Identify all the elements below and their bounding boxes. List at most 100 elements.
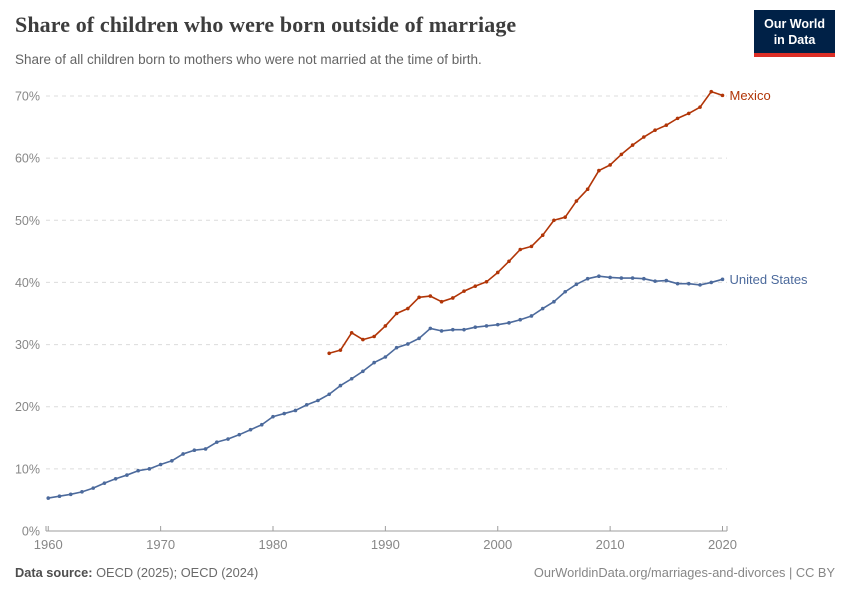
owid-logo[interactable]: Our World in Data bbox=[754, 10, 835, 57]
point-united-states bbox=[574, 282, 579, 287]
point-united-states bbox=[57, 494, 62, 499]
point-mexico bbox=[439, 299, 444, 304]
point-united-states bbox=[136, 468, 140, 473]
page-title: Share of children who were born outside … bbox=[15, 12, 517, 37]
data-source: Data source: OECD (2025); OECD (2024) bbox=[15, 565, 258, 580]
point-united-states bbox=[80, 490, 84, 494]
point-united-states bbox=[563, 289, 567, 294]
point-mexico bbox=[585, 187, 590, 192]
point-mexico bbox=[484, 280, 489, 284]
series-label-united-states: United States bbox=[730, 272, 809, 287]
point-united-states bbox=[417, 336, 421, 341]
chart-footer: Data source: OECD (2025); OECD (2024) Ou… bbox=[15, 565, 835, 580]
point-mexico bbox=[394, 311, 399, 316]
point-united-states bbox=[203, 447, 208, 451]
point-united-states bbox=[170, 458, 174, 463]
point-mexico bbox=[720, 93, 725, 98]
point-united-states bbox=[585, 276, 590, 281]
chart-subtitle: Share of all children born to mothers wh… bbox=[15, 52, 482, 67]
point-mexico bbox=[574, 199, 579, 203]
point-mexico bbox=[462, 289, 466, 293]
point-united-states bbox=[158, 462, 163, 467]
point-united-states bbox=[495, 322, 500, 327]
point-mexico bbox=[383, 324, 388, 328]
data-source-value: OECD (2025); OECD (2024) bbox=[92, 565, 259, 580]
point-united-states bbox=[125, 473, 129, 477]
y-axis-tick-label: 60% bbox=[15, 152, 40, 166]
y-axis-tick-label: 10% bbox=[15, 462, 40, 476]
point-united-states bbox=[451, 327, 455, 332]
point-mexico bbox=[619, 152, 624, 157]
point-united-states bbox=[653, 279, 657, 283]
point-mexico bbox=[540, 233, 545, 237]
point-mexico bbox=[518, 247, 523, 252]
point-mexico bbox=[327, 351, 331, 356]
point-united-states bbox=[259, 422, 264, 427]
point-mexico bbox=[372, 334, 376, 339]
x-axis-tick-label: 1970 bbox=[146, 537, 175, 552]
y-axis-tick-label: 30% bbox=[15, 338, 40, 352]
point-united-states bbox=[361, 369, 365, 374]
x-axis-tick-label: 1960 bbox=[34, 537, 63, 552]
point-united-states bbox=[675, 281, 680, 286]
point-mexico bbox=[709, 89, 714, 94]
y-axis-tick-label: 50% bbox=[15, 214, 40, 228]
point-united-states bbox=[226, 437, 230, 441]
point-united-states bbox=[304, 403, 309, 407]
point-united-states bbox=[540, 306, 545, 311]
point-mexico bbox=[473, 284, 478, 288]
owid-url-link[interactable]: OurWorldinData.org/marriages-and-divorce… bbox=[533, 565, 835, 580]
point-mexico bbox=[406, 306, 410, 311]
point-mexico bbox=[664, 123, 669, 128]
point-mexico bbox=[608, 163, 612, 167]
point-mexico bbox=[349, 330, 354, 335]
point-united-states bbox=[282, 411, 287, 416]
point-united-states bbox=[46, 496, 51, 500]
y-axis-tick-label: 40% bbox=[15, 276, 40, 290]
point-united-states bbox=[608, 275, 612, 280]
point-mexico bbox=[417, 295, 421, 300]
point-mexico bbox=[642, 135, 646, 139]
point-united-states bbox=[327, 392, 331, 397]
point-united-states bbox=[428, 326, 433, 331]
y-axis-tick-label: 70% bbox=[15, 90, 40, 104]
point-united-states bbox=[406, 342, 410, 346]
data-source-label: Data source: bbox=[15, 565, 93, 580]
point-mexico bbox=[529, 244, 534, 249]
y-axis-tick-label: 20% bbox=[15, 400, 40, 414]
owid-logo-line2: in Data bbox=[773, 33, 816, 48]
point-united-states bbox=[462, 327, 466, 332]
point-mexico bbox=[563, 215, 567, 219]
point-united-states bbox=[619, 276, 624, 280]
point-mexico bbox=[361, 337, 365, 342]
point-united-states bbox=[473, 325, 478, 329]
point-united-states bbox=[271, 414, 275, 419]
point-united-states bbox=[698, 283, 702, 287]
point-united-states bbox=[552, 299, 556, 304]
point-united-states bbox=[113, 477, 118, 481]
point-united-states bbox=[394, 345, 399, 350]
point-united-states bbox=[372, 360, 376, 365]
owid-logo-line1: Our World bbox=[764, 17, 825, 31]
point-united-states bbox=[181, 452, 185, 456]
point-mexico bbox=[630, 143, 635, 147]
point-united-states bbox=[293, 408, 298, 413]
y-axis-tick-label: 0% bbox=[22, 525, 40, 539]
point-united-states bbox=[316, 398, 320, 403]
point-united-states bbox=[215, 440, 219, 444]
point-mexico bbox=[507, 259, 511, 264]
point-united-states bbox=[484, 324, 489, 328]
point-united-states bbox=[91, 486, 95, 490]
point-united-states bbox=[349, 376, 354, 381]
point-united-states bbox=[383, 355, 388, 359]
point-mexico bbox=[495, 270, 500, 275]
point-mexico bbox=[686, 111, 691, 116]
point-mexico bbox=[338, 348, 343, 352]
x-axis-tick-label: 2020 bbox=[708, 537, 737, 552]
series-label-mexico: Mexico bbox=[730, 88, 771, 103]
point-mexico bbox=[428, 294, 433, 298]
point-united-states bbox=[248, 427, 253, 432]
x-axis-tick-label: 1980 bbox=[259, 537, 288, 552]
point-united-states bbox=[338, 383, 343, 388]
